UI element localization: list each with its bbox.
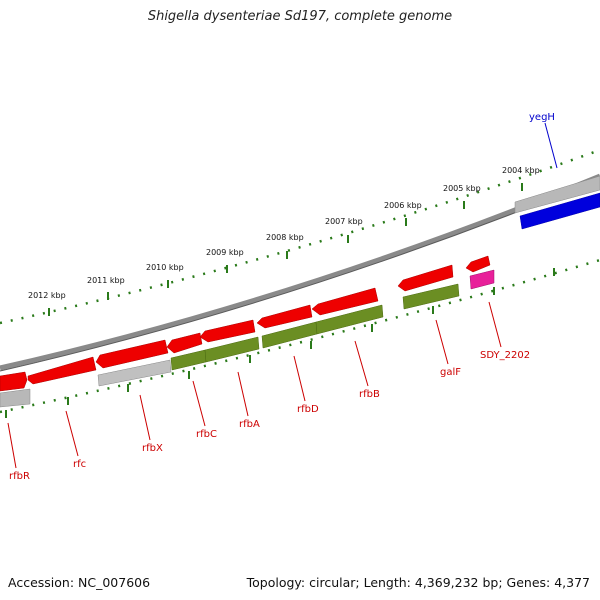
kbp-label: 2011 kbp (87, 276, 125, 285)
label-leaders (7, 122, 558, 469)
map-title: Shigella dysenteriae Sd197, complete gen… (147, 9, 453, 24)
gene-arrow-red (199, 319, 256, 343)
inner-major-ticks (5, 268, 555, 418)
gene-arrow-red (95, 339, 169, 369)
gene-arrow-red (166, 332, 203, 354)
kbp-label: 2010 kbp (146, 263, 184, 272)
genome-backbone (0, 173, 600, 371)
gene-arrow-gray (514, 175, 600, 214)
gene-arrow-red (0, 371, 28, 392)
olive-gene-row (170, 283, 460, 371)
outer-tick-ruler (0, 148, 600, 325)
gene-label-rfbR: rfbR (9, 471, 30, 482)
gene-label-rfbA: rfbA (239, 419, 260, 430)
kbp-label: 2005 kbp (443, 184, 481, 193)
gene-label-SDY_2202: SDY_2202 (480, 350, 530, 361)
kbp-label: 2004 kbp (502, 166, 540, 175)
gene-arrow-olive (315, 304, 384, 335)
gene-labels: rfbR rfc rfbX rfbC rfbA rfbD rfbB galF S… (9, 112, 555, 482)
gene-arrow-red (27, 356, 97, 385)
gene-arrow-red (256, 304, 313, 329)
gene-arrow-gray (97, 359, 172, 387)
accession-text: Accession: NC_007606 (8, 575, 151, 590)
gene-arrow-magenta (469, 269, 495, 290)
gene-arrow-olive (204, 336, 260, 363)
outer-major-ticks (48, 183, 523, 316)
kbp-label: 2008 kbp (266, 233, 304, 242)
gene-arrow-yegH (519, 192, 600, 230)
gene-arrow-olive (402, 283, 460, 310)
kbp-label: 2007 kbp (325, 217, 363, 226)
gene-arrow-olive (170, 349, 207, 371)
gene-label-rfc: rfc (73, 459, 86, 470)
gene-label-rfbC: rfbC (196, 429, 217, 440)
gene-arrow-red (311, 287, 379, 316)
gene-label-rfbD: rfbD (297, 404, 319, 415)
gene-label-yegH: yegH (529, 112, 555, 123)
gene-arrow-gray (0, 388, 31, 408)
kbp-label: 2006 kbp (384, 201, 422, 210)
gene-arrow-red (465, 255, 491, 273)
gene-arrow-red (397, 264, 454, 292)
gene-label-rfbB: rfbB (359, 389, 380, 400)
kbp-label: 2009 kbp (206, 248, 244, 257)
gene-label-rfbX: rfbX (142, 443, 163, 454)
kbp-label: 2012 kbp (28, 291, 66, 300)
kbp-labels: 2012 kbp 2011 kbp 2010 kbp 2009 kbp 2008… (28, 166, 540, 300)
genome-info-text: Topology: circular; Length: 4,369,232 bp… (246, 575, 590, 590)
red-gene-row (0, 255, 491, 392)
gene-label-galF: galF (440, 367, 461, 378)
